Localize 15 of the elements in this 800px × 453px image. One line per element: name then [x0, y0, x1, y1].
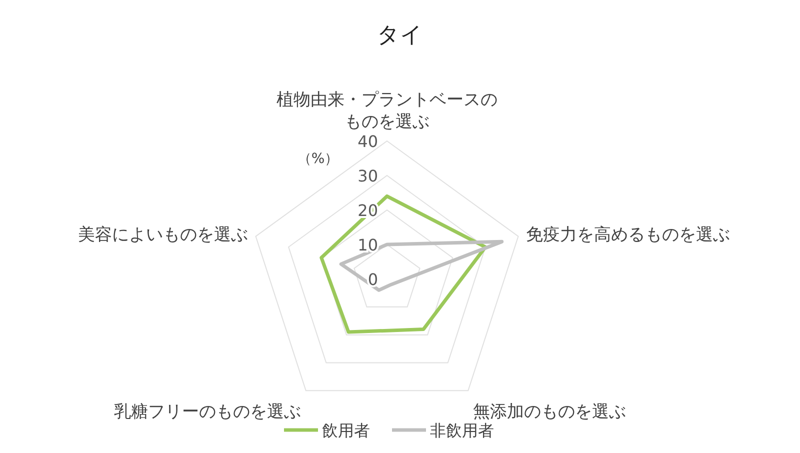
legend-label: 非飲用者: [430, 421, 494, 440]
y-tick-label: 40: [358, 132, 378, 151]
legend-item: 非飲用者: [392, 421, 494, 440]
spoke-label: 植物由来・プラントベースのものを選ぶ: [276, 90, 498, 132]
spoke-label: 乳糖フリーのものを選ぶ: [114, 402, 302, 422]
text: （%）: [297, 151, 339, 167]
y-tick-label: 0: [368, 270, 378, 289]
y-tick-label: 30: [358, 166, 378, 186]
spoke-label: 免疫力を高めるものを選ぶ: [526, 224, 730, 245]
legend-label: 飲用者: [322, 421, 370, 440]
chart-title: タイ: [377, 23, 423, 48]
legend-item: 飲用者: [284, 421, 370, 440]
y-tick-label: 10: [358, 236, 378, 254]
spoke-label: 美容によいものを選ぶ: [78, 224, 248, 245]
spoke-label: 無添加のものを選ぶ: [472, 402, 626, 422]
